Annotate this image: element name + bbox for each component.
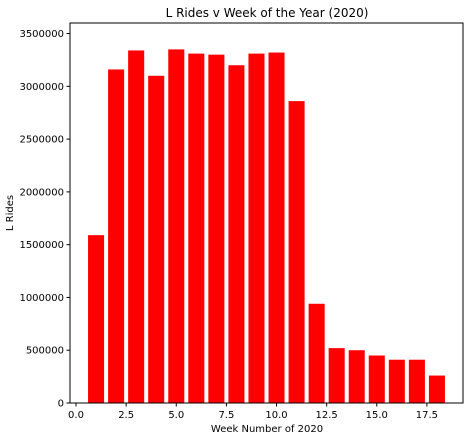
bar-week-11 bbox=[288, 101, 305, 403]
bar-week-9 bbox=[248, 53, 265, 403]
x-tick-label: 10.0 bbox=[265, 410, 287, 421]
bar-week-12 bbox=[308, 303, 325, 403]
y-tick-label: 0 bbox=[58, 399, 64, 410]
bar-week-7 bbox=[208, 54, 225, 404]
bar-week-5 bbox=[168, 49, 185, 404]
bar-week-13 bbox=[328, 348, 345, 403]
bar-week-10 bbox=[268, 52, 285, 404]
bar-week-8 bbox=[228, 65, 245, 403]
x-tick-label: 12.5 bbox=[316, 410, 338, 421]
bar-week-2 bbox=[108, 69, 125, 403]
y-tick-label: 2500000 bbox=[19, 135, 64, 146]
y-tick-label: 3000000 bbox=[19, 82, 64, 93]
x-tick-label: 2.5 bbox=[118, 410, 134, 421]
y-tick-label: 1000000 bbox=[19, 293, 64, 304]
x-tick-label: 7.5 bbox=[218, 410, 234, 421]
bar-week-14 bbox=[348, 350, 365, 403]
x-ticks-group: 0.0 2.5 5.0 7.5 10.0 12.5 15.0 17.5 bbox=[68, 403, 438, 421]
y-axis-label: L Rides bbox=[5, 195, 16, 231]
x-tick-label: 17.5 bbox=[416, 410, 438, 421]
bar-week-16 bbox=[388, 359, 405, 403]
bar-week-6 bbox=[188, 53, 205, 403]
bar-week-4 bbox=[148, 75, 165, 404]
x-tick-label: 0.0 bbox=[68, 410, 84, 421]
bar-week-3 bbox=[128, 50, 145, 403]
plot-frame bbox=[69, 22, 464, 404]
y-tick-label: 2000000 bbox=[19, 187, 64, 198]
bar-week-17 bbox=[408, 359, 425, 403]
y-tick-label: 3500000 bbox=[19, 29, 64, 40]
y-tick-label: 1500000 bbox=[19, 240, 64, 251]
y-ticks-group: 0 500000 1000000 1500000 2000000 2500000 30000… bbox=[19, 29, 70, 410]
x-tick-label: 5.0 bbox=[168, 410, 184, 421]
chart-title: L Rides v Week of the Year (2020) bbox=[166, 6, 369, 20]
bar-week-15 bbox=[368, 355, 385, 403]
bar-week-1 bbox=[88, 235, 105, 403]
bar-week-18 bbox=[428, 375, 445, 403]
x-axis-label: Week Number of 2020 bbox=[211, 424, 323, 435]
bars-group bbox=[88, 49, 445, 404]
x-tick-label: 15.0 bbox=[366, 410, 388, 421]
y-tick-label: 500000 bbox=[26, 346, 64, 357]
